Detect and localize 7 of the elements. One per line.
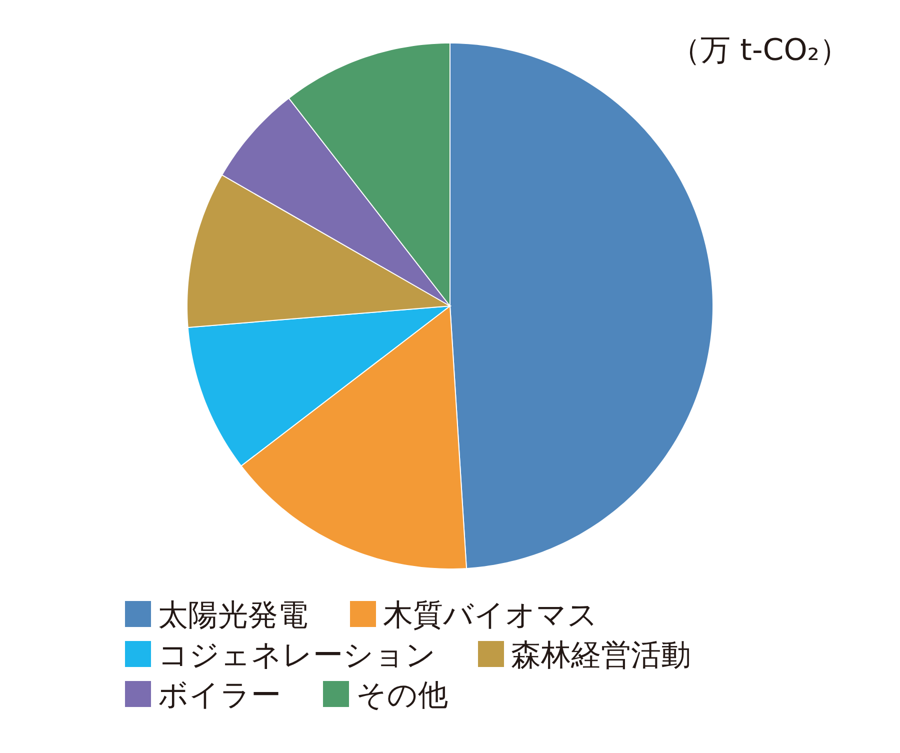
legend-label: 木質バイオマス (383, 598, 598, 633)
text: （万 t-CO₂） (670, 33, 850, 68)
legend-label: その他 (356, 678, 448, 713)
legend-label: 太陽光発電 (158, 598, 308, 633)
legend-label: 森林経営活動 (511, 638, 691, 673)
legend-label: コジェネレーション (158, 638, 436, 673)
legend-label: ボイラー (158, 678, 281, 713)
